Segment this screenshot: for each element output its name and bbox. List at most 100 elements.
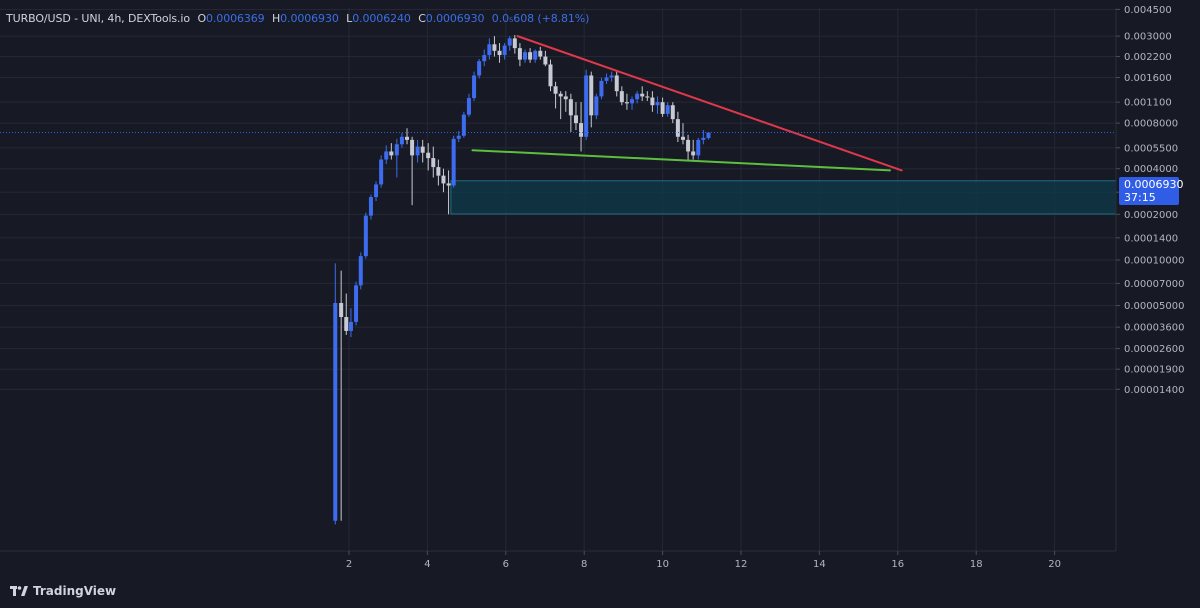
candle-body-down (344, 317, 349, 331)
y-tick-label: 0.0001400 (1124, 233, 1178, 244)
candle-body-up (599, 80, 604, 97)
change-value: 0.0₅608 (+8.81%) (491, 12, 590, 25)
candle-body-up (487, 44, 492, 56)
high-label: H (272, 12, 281, 25)
brand-name: TradingView (33, 584, 117, 598)
y-tick-label: 0.001100 (1124, 98, 1172, 109)
candle-body-down (339, 302, 344, 318)
y-tick-label: 0.00005000 (1124, 301, 1184, 312)
candle-body-up (584, 75, 589, 137)
candle-body-up (706, 132, 711, 139)
candles (333, 35, 711, 525)
candle-body-down (436, 167, 441, 176)
open-label: O (197, 12, 206, 25)
tradingview-icon (10, 585, 28, 596)
candle-body-down (691, 151, 696, 156)
candle-body-up (333, 302, 338, 521)
candle-body-up (507, 38, 512, 46)
candle-body-down (426, 152, 431, 159)
y-tick-label: 0.0002000 (1124, 210, 1178, 221)
support-zone-box (450, 180, 1117, 215)
candle-body-up (472, 75, 477, 99)
last-price-tag: 0.0006930 37:15 (1119, 177, 1184, 205)
candle-body-down (553, 86, 558, 94)
candle-body-down (405, 136, 410, 140)
high-value: 0.0006930 (280, 12, 339, 25)
x-tick-label: 4 (424, 559, 430, 570)
candle-body-up (368, 197, 373, 216)
low-label: L (346, 12, 353, 25)
low-value: 0.0006240 (352, 12, 411, 25)
candle-body-up (384, 151, 389, 160)
y-tick-label: 0.002200 (1124, 52, 1172, 63)
candle-body-up (394, 144, 399, 156)
y-tick-label: 0.0004000 (1124, 164, 1178, 175)
candle-body-up (379, 159, 384, 185)
candle-body-up (523, 52, 528, 60)
x-tick-label: 12 (735, 559, 748, 570)
y-tick-label: 0.00003600 (1124, 323, 1184, 334)
y-tick-label: 0.001600 (1124, 73, 1172, 84)
symbol-label[interactable]: TURBO/USD - UNI, 4h, DEXTools.io (6, 12, 191, 25)
y-tick-label: 0.0005500 (1124, 143, 1178, 154)
candle-body-up (594, 96, 599, 116)
candle-body-up (482, 55, 487, 62)
close-value: 0.0006930 (425, 12, 485, 25)
x-tick-label: 10 (656, 559, 669, 570)
candle-body-up (466, 98, 471, 115)
candle-body-up (665, 105, 670, 114)
candle-body-up (358, 256, 363, 286)
candle-body-up (655, 102, 660, 106)
candle-body-up (451, 138, 456, 186)
candle-body-down (675, 119, 680, 137)
candle-body-down (538, 50, 543, 57)
candle-body-down (614, 75, 619, 92)
y-tick-label: 0.00007000 (1124, 279, 1184, 290)
bar-countdown: 37:15 (1124, 191, 1156, 204)
candle-body-down (589, 75, 594, 116)
x-tick-label: 6 (503, 559, 509, 570)
y-tick-label: 0.00001400 (1124, 385, 1184, 396)
candle-body-down (660, 102, 665, 114)
open-value: 0.0006369 (206, 12, 265, 25)
x-tick-label: 14 (813, 559, 826, 570)
candle-body-up (533, 50, 538, 60)
candle-body-up (461, 114, 466, 136)
candle-body-up (701, 137, 706, 140)
time-axis[interactable]: 2 4 6 8 10 12 14 16 18 20 (346, 551, 1061, 570)
candle-body-up (363, 215, 368, 257)
candle-body-down (389, 151, 394, 156)
y-tick-label: 0.00001900 (1124, 365, 1184, 376)
candle-body-down (563, 96, 568, 100)
close-label: C (418, 12, 426, 25)
support-trendline (471, 149, 891, 172)
candle-body-down (528, 52, 533, 60)
x-tick-label: 18 (970, 559, 983, 570)
candle-body-down (410, 139, 415, 156)
candle-body-down (619, 91, 624, 103)
candle-body-down (568, 99, 573, 116)
candle-body-down (492, 44, 497, 51)
candle-body-up (415, 146, 420, 156)
price-axis[interactable]: 0.004500 0.003000 0.002200 0.001600 0.001100… (1116, 5, 1184, 396)
y-tick-label: 0.00002600 (1124, 344, 1184, 355)
candle-body-up (399, 136, 404, 145)
last-price-value: 0.0006930 (1124, 178, 1184, 191)
candle-body-down (548, 64, 553, 87)
candle-body-up (604, 77, 609, 81)
x-tick-label: 8 (581, 559, 587, 570)
candle-body-down (543, 56, 548, 65)
candle-body-down (640, 93, 645, 97)
candle-body-down (624, 102, 629, 104)
candle-body-up (630, 99, 635, 104)
candle-body-down (670, 105, 675, 120)
candle-body-down (441, 175, 446, 184)
x-tick-label: 20 (1048, 559, 1061, 570)
legend-header: TURBO/USD - UNI, 4h, DEXTools.io O0.0006… (6, 12, 589, 25)
tradingview-logo[interactable]: TradingView (10, 584, 116, 598)
candle-body-down (558, 93, 563, 97)
candle-body-down (686, 139, 691, 152)
candle-body-down (517, 48, 522, 60)
y-tick-label: 0.0008000 (1124, 119, 1178, 130)
